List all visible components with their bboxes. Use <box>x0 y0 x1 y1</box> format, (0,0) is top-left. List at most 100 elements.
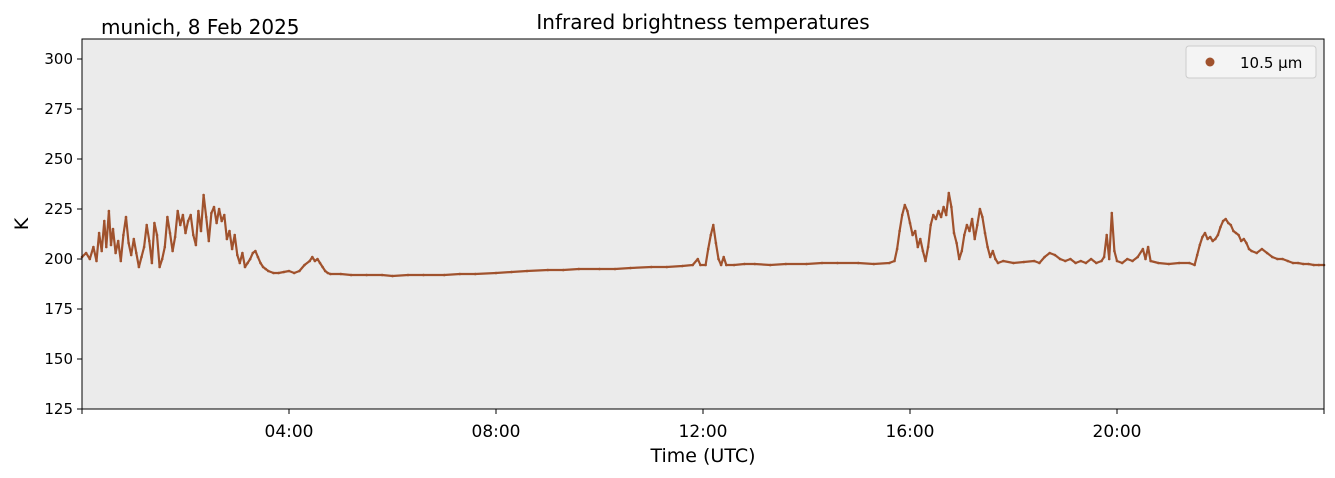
data-point <box>1141 247 1145 251</box>
data-point <box>895 247 899 251</box>
data-point <box>983 231 987 235</box>
data-point <box>308 259 312 263</box>
data-point <box>223 213 226 217</box>
data-point <box>944 213 948 217</box>
data-point <box>321 265 324 269</box>
data-point <box>1074 261 1077 265</box>
x-axis: 04:00 08:00 12:00 16:00 20:00 <box>81 409 1325 442</box>
data-point <box>957 257 961 261</box>
data-point <box>168 231 172 235</box>
data-point <box>1239 239 1243 243</box>
data-point <box>109 243 113 247</box>
data-point <box>1084 261 1088 265</box>
y-tick-label: 225 <box>44 200 73 218</box>
data-point <box>1120 261 1124 265</box>
data-point <box>743 262 746 266</box>
data-point <box>243 265 247 269</box>
data-point <box>988 255 992 259</box>
data-point <box>318 261 322 265</box>
data-point <box>163 245 167 249</box>
data-point <box>458 272 462 276</box>
data-point <box>996 261 1000 265</box>
data-point <box>1053 253 1057 257</box>
data-point <box>1234 231 1238 235</box>
data-point <box>900 213 904 217</box>
data-point <box>150 261 154 265</box>
x-axis-label: Time (UTC) <box>649 445 755 467</box>
data-point <box>1260 247 1264 251</box>
legend-marker-icon <box>1205 57 1215 67</box>
data-point <box>1227 221 1230 225</box>
data-point <box>1221 219 1225 223</box>
data-point <box>406 273 410 277</box>
data-point <box>1149 259 1152 263</box>
data-point <box>272 271 275 275</box>
data-point <box>254 249 257 253</box>
data-point <box>1255 251 1258 255</box>
data-point <box>696 257 700 261</box>
data-point <box>1136 255 1139 259</box>
data-point <box>1219 225 1222 229</box>
x-tick-label: 20:00 <box>1093 422 1142 442</box>
data-point <box>323 269 327 273</box>
data-point <box>562 268 565 272</box>
data-point <box>1095 261 1098 265</box>
y-axis-label: K <box>11 217 33 230</box>
legend-label: 10.5 µm <box>1240 54 1302 72</box>
data-point <box>365 273 368 277</box>
data-point <box>1022 260 1026 264</box>
data-point <box>1115 259 1119 263</box>
data-point <box>217 207 221 211</box>
data-point <box>820 261 824 265</box>
data-point <box>725 263 728 267</box>
data-point <box>1296 261 1300 265</box>
data-point <box>973 237 976 241</box>
data-point <box>292 271 296 275</box>
data-point <box>212 205 216 209</box>
data-point <box>1048 251 1051 255</box>
data-point <box>287 269 291 273</box>
data-point <box>1198 243 1202 247</box>
data-point <box>525 269 529 273</box>
data-point <box>924 259 927 263</box>
data-point <box>1216 233 1220 237</box>
y-tick-label: 275 <box>44 100 73 118</box>
data-point <box>1032 259 1036 263</box>
y-tick-label: 125 <box>44 400 73 418</box>
data-point <box>142 245 146 249</box>
data-point <box>176 209 179 213</box>
data-point <box>103 219 106 223</box>
data-point <box>155 233 159 237</box>
data-point <box>1195 253 1199 257</box>
data-point <box>1271 255 1274 259</box>
data-point <box>233 233 236 237</box>
data-point <box>913 229 917 233</box>
data-point <box>1286 259 1290 263</box>
data-point <box>960 249 964 253</box>
chart-title: Infrared brightness temperatures <box>536 10 869 34</box>
data-point <box>1201 235 1204 239</box>
data-point <box>722 255 725 259</box>
data-point <box>1001 259 1005 263</box>
data-point <box>965 223 969 227</box>
data-point <box>329 272 332 276</box>
data-point <box>422 273 425 277</box>
data-point <box>261 265 265 269</box>
data-point <box>921 249 925 253</box>
data-point <box>706 247 710 251</box>
series-10-5um <box>80 191 1326 278</box>
data-point <box>1229 223 1233 227</box>
y-tick-label: 250 <box>44 150 73 168</box>
data-point <box>199 229 203 233</box>
data-point <box>1110 211 1114 215</box>
data-point <box>805 262 808 266</box>
data-point <box>1167 262 1171 266</box>
data-point <box>339 272 343 276</box>
data-point <box>248 257 252 261</box>
data-point <box>1102 255 1106 259</box>
y-axis: 125 150 175 200 225 250 275 300 <box>44 50 82 418</box>
data-point <box>326 271 330 275</box>
data-point <box>510 270 513 274</box>
data-point <box>888 261 891 265</box>
data-point <box>124 215 128 219</box>
